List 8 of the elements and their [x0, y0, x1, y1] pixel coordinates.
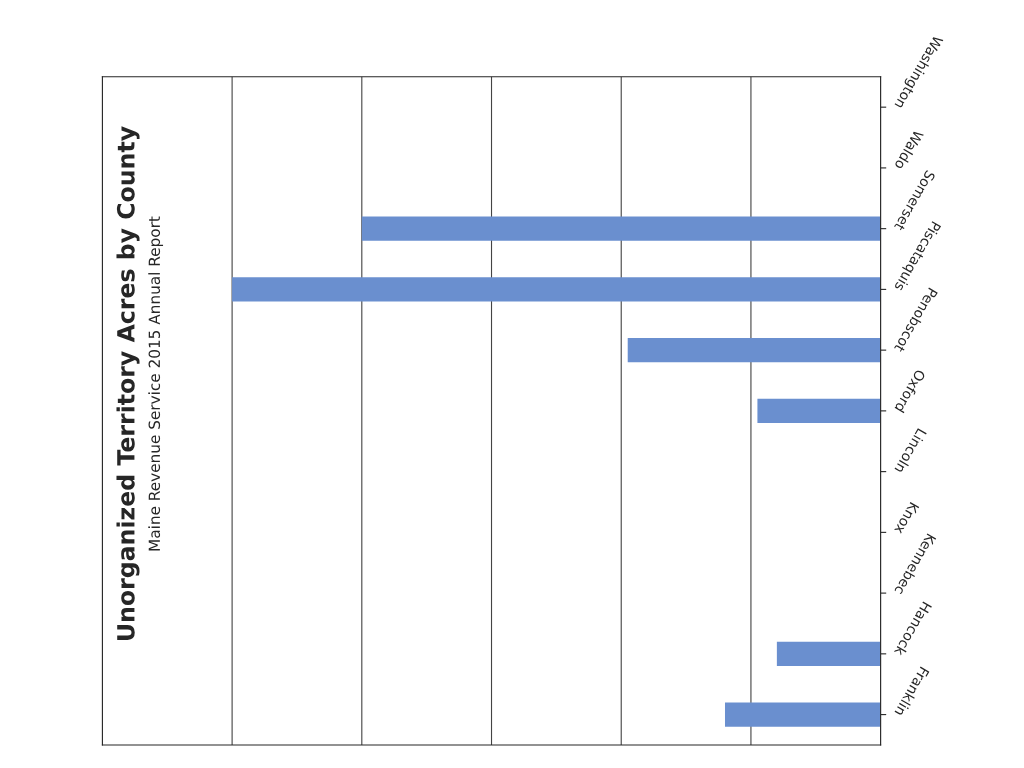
bar	[724, 702, 881, 727]
bar	[776, 641, 881, 666]
text: Unorganized Territory Acres by County	[116, 126, 140, 640]
bar	[757, 398, 881, 424]
text: Maine Revenue Service 2015 Annual Report	[148, 216, 164, 551]
bar	[361, 216, 881, 241]
bar	[232, 277, 881, 302]
bar	[627, 337, 881, 363]
